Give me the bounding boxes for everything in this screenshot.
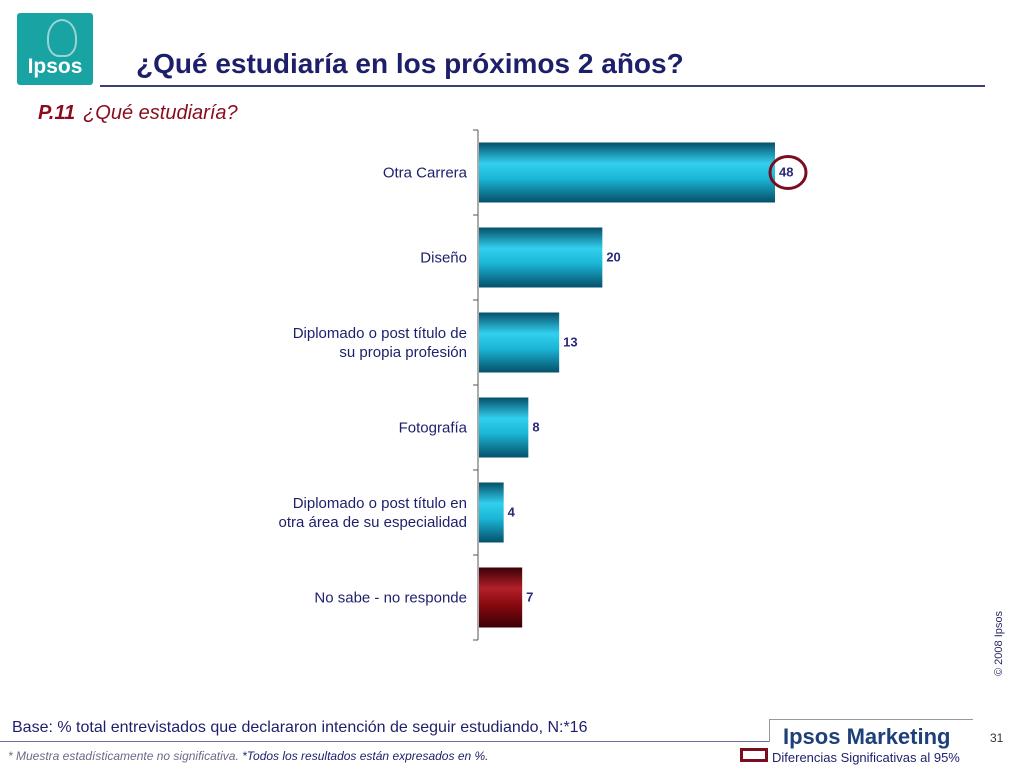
bar-0 bbox=[479, 142, 775, 203]
question-code: P.11 bbox=[38, 102, 76, 124]
copyright-text: © 2008 Ipsos bbox=[993, 611, 1005, 676]
data-label: 4 bbox=[508, 505, 516, 520]
significance-highlight bbox=[768, 155, 808, 190]
data-label: 13 bbox=[563, 335, 577, 350]
significance-legend-swatch bbox=[740, 748, 768, 762]
bar-3 bbox=[479, 397, 529, 458]
category-label: No sabe - no responde bbox=[314, 590, 467, 607]
title-divider bbox=[100, 85, 985, 87]
question-heading: P.11 ¿Qué estudiaría? bbox=[38, 102, 238, 125]
page-number: 31 bbox=[990, 731, 1004, 745]
data-label: 20 bbox=[606, 250, 620, 265]
data-label: 48 bbox=[779, 165, 793, 180]
bar-1 bbox=[479, 227, 603, 288]
bar-5 bbox=[479, 567, 523, 628]
base-note: Base: % total entrevistados que declarar… bbox=[12, 719, 588, 736]
category-label: Otra Carrera bbox=[383, 165, 468, 182]
footnote: * Muestra estadísticamente no significat… bbox=[8, 749, 489, 763]
category-label: Fotografía bbox=[399, 420, 468, 437]
data-label: 8 bbox=[532, 420, 539, 435]
data-label: 7 bbox=[526, 590, 533, 605]
ipsos-logo: Ipsos bbox=[17, 13, 93, 85]
category-label: Diseño bbox=[420, 250, 467, 267]
footnote-results: *Todos los resultados están expresados e… bbox=[242, 749, 489, 763]
category-label: Diplomado o post título en otra área de s… bbox=[279, 495, 467, 531]
logo-text: Ipsos bbox=[27, 55, 83, 78]
brand-box bbox=[769, 719, 973, 742]
significance-legend-text: Diferencias Significativas al 95% bbox=[772, 750, 960, 765]
bar-2 bbox=[479, 312, 560, 373]
logo-head-icon bbox=[47, 19, 77, 57]
base-divider bbox=[0, 741, 770, 742]
page-title: ¿Qué estudiaría en los próximos 2 años? bbox=[136, 48, 684, 79]
question-text: ¿Qué estudiaría? bbox=[83, 102, 238, 124]
bar-4 bbox=[479, 482, 504, 543]
footnote-sample: * Muestra estadísticamente no significat… bbox=[8, 749, 239, 763]
brand-name: Ipsos Marketing bbox=[783, 724, 951, 749]
category-label: Diplomado o post título de su propia prof… bbox=[293, 325, 467, 361]
